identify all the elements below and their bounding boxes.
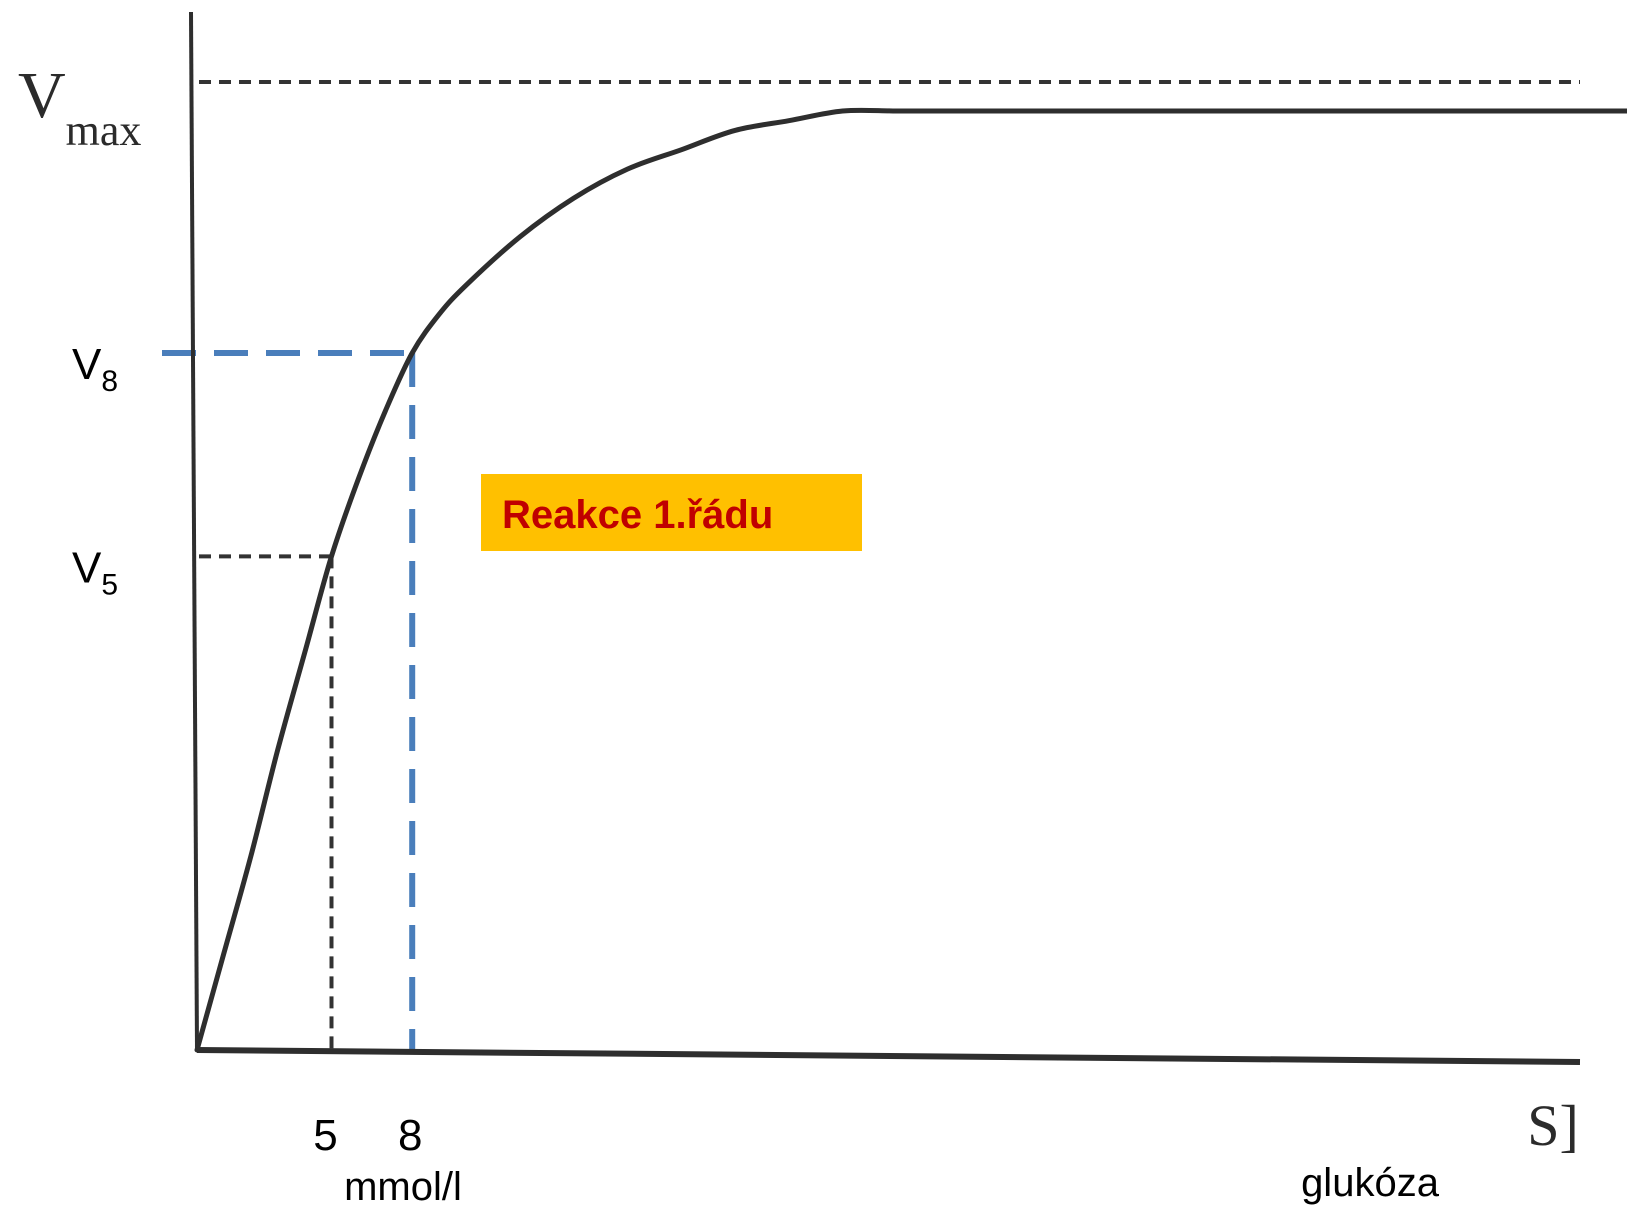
y-label-v5-main: V	[72, 543, 102, 592]
y-label-v8: V8	[72, 340, 118, 398]
y-label-v8-main: V	[72, 340, 102, 389]
y-label-vmax: Vmax	[18, 59, 141, 155]
callout-box: Reakce 1.řádu	[481, 474, 862, 551]
x-unit-label: mmol/l	[344, 1165, 462, 1209]
x-axis-symbol: S]	[1527, 1093, 1579, 1158]
saturation-curve	[194, 107, 1627, 1053]
guide-lines	[162, 80, 1580, 1050]
callout-background	[481, 474, 862, 551]
y-axis-line	[189, 11, 199, 1051]
x-axis-name: glukóza	[1301, 1161, 1440, 1205]
x-tick-label-x8: 8	[398, 1111, 422, 1160]
y-label-v8-sub: 8	[101, 365, 118, 398]
y-label-v5: V5	[72, 543, 118, 601]
callout-text: Reakce 1.řádu	[502, 493, 773, 537]
y-label-vmax-main: V	[18, 59, 66, 132]
x-axis-line	[196, 1047, 1581, 1065]
y-label-v5-sub: 5	[101, 568, 118, 601]
x-tick-label-x5: 5	[313, 1111, 337, 1160]
y-label-vmax-sub: max	[66, 106, 142, 155]
